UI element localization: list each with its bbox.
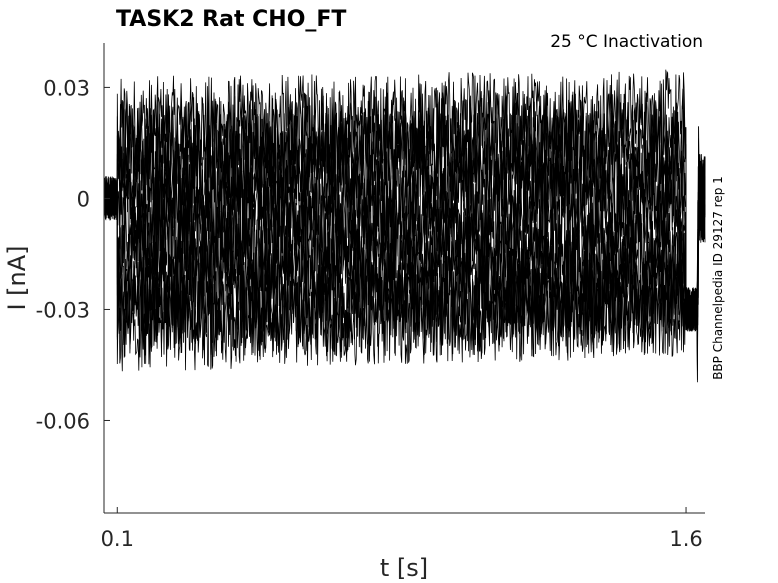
y-tick-label: -0.03: [36, 298, 90, 322]
x-tick-label: 0.1: [101, 527, 134, 551]
y-tick-label: 0.03: [43, 76, 90, 100]
x-tick-label: 1.6: [669, 527, 702, 551]
y-ticks: 0.03 0 -0.03 -0.06: [36, 76, 110, 433]
x-axis-label: t [s]: [380, 554, 428, 582]
series-trace-11: [103, 153, 706, 357]
channelpedia-id-label: BBP Channelpedia ID 29127 rep 1: [711, 176, 725, 380]
y-tick-label: 0: [77, 187, 90, 211]
traces-group: [103, 69, 706, 383]
x-ticks: 0.1 1.6: [101, 507, 703, 551]
y-axis-label: I [nA]: [3, 245, 31, 310]
plot-area: [103, 69, 706, 383]
chart-title: TASK2 Rat CHO_FT: [116, 7, 346, 32]
series-trace-12: [103, 138, 706, 372]
chart-subtitle: 25 °C Inactivation: [550, 32, 703, 52]
y-tick-label: -0.06: [36, 409, 90, 433]
